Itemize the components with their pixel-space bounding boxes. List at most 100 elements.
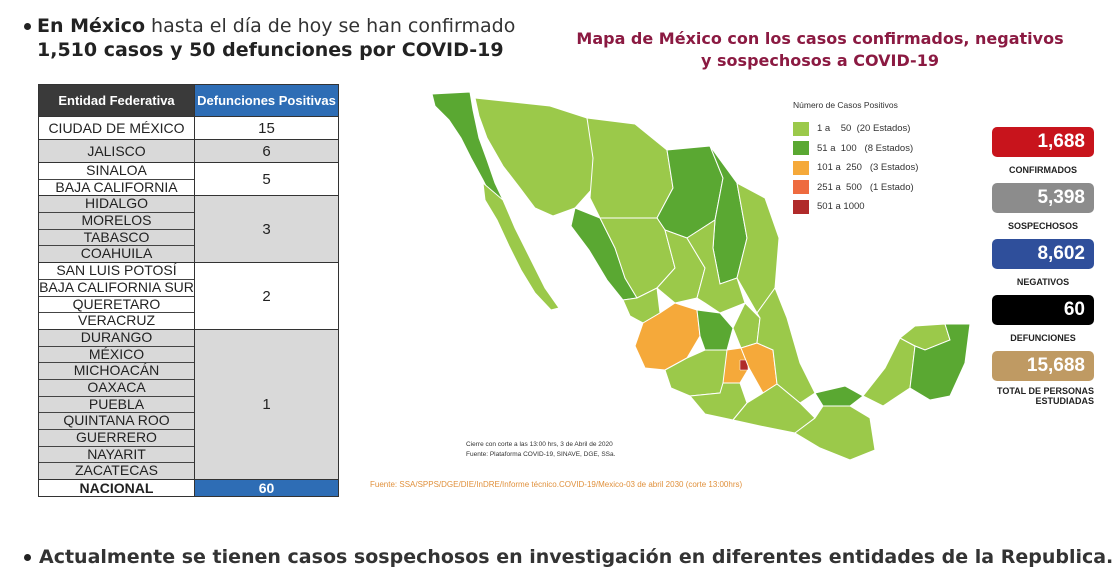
stat-card: 60 DEFUNCIONES [992, 295, 1094, 351]
stat-card: 5,398 SOSPECHOSOS [992, 183, 1094, 239]
stat-label: TOTAL DE PERSONAS ESTUDIADAS [996, 386, 1094, 406]
legend-label: 51 a 100 (8 Estados) [817, 142, 914, 154]
state-name: SAN LUIS POTOSÍ [39, 262, 194, 280]
state-name: NAYARIT [39, 446, 194, 464]
headline-bold-b: 1,510 casos y 50 defunciones por COVID-1… [37, 39, 504, 61]
stat-label: NEGATIVOS [1016, 277, 1070, 287]
state-name: QUINTANA ROO [39, 413, 194, 430]
state-name: MÉXICO [39, 346, 194, 364]
legend-item: 51 a 100 (8 Estados) [793, 139, 918, 159]
col-deaths-header: Defunciones Positivas [194, 84, 339, 117]
stats-panel: 1,688 CONFIRMADOS 5,398 SOSPECHOSOS 8,602 NEG… [992, 127, 1094, 407]
map-region-chihuahua [586, 117, 674, 227]
bullet-icon [24, 554, 31, 561]
table-row: SINALOA BAJA CALIFORNIA 5 [38, 161, 339, 197]
state-name: MICHOACÁN [39, 363, 194, 380]
state-name: COAHUILA [80, 245, 153, 262]
map-region-baja-california-sur [482, 181, 560, 311]
states-cell: SAN LUIS POTOSÍ BAJA CALIFORNIA SUR QUERET… [38, 262, 195, 330]
stat-value: 60 [992, 295, 1094, 325]
table-row: JALISCO 6 [38, 139, 339, 163]
national-label: NACIONAL [38, 479, 195, 498]
deaths-table-body: CIUDAD DE MÉXICO 15 JALISCO 6 SINALOA BAJA CA… [38, 116, 339, 498]
stat-label: CONFIRMADOS [1009, 165, 1077, 175]
stat-card: 1,688 CONFIRMADOS [992, 127, 1094, 183]
state-name: TABASCO [39, 229, 194, 247]
col-entity-header: Entidad Federativa [38, 84, 195, 117]
deaths-count: 3 [194, 195, 339, 264]
state-name: CIUDAD DE MÉXICO [48, 120, 185, 136]
map-region-jalisco [634, 302, 701, 371]
stat-card: 15,688 TOTAL DE PERSONAS ESTUDIADAS [992, 351, 1094, 407]
deaths-count: 2 [194, 262, 339, 330]
map-region-quintana-roo [909, 323, 971, 401]
state-name: BAJA CALIFORNIA SUR [39, 278, 194, 297]
map-region-mexico [722, 347, 750, 384]
table-row: CIUDAD DE MÉXICO 15 [38, 116, 339, 140]
state-name: QUERETARO [39, 296, 194, 314]
map-legend: Número de Casos Positivos 1 a 50 (20 Est… [793, 100, 918, 217]
legend-label: 1 a 50 (20 Estados) [817, 123, 911, 135]
state-name: BAJA CALIFORNIA [55, 178, 178, 195]
states-cell: JALISCO [38, 139, 195, 163]
legend-rows: 1 a 50 (20 Estados) 51 a 100 (8 Estados) 1… [793, 119, 918, 217]
table-row: HIDALGO MORELOS TABASCO COAHUILA 3 [38, 195, 339, 264]
mexico-map-svg [431, 91, 971, 461]
deaths-count: 6 [194, 139, 339, 163]
footer-text: Actualmente se tienen casos sospechosos … [39, 546, 1114, 568]
stat-label: DEFUNCIONES [1010, 333, 1076, 343]
state-name: HIDALGO [39, 196, 194, 214]
state-name: ZACATECAS [75, 462, 158, 479]
deaths-count: 1 [194, 328, 339, 481]
deaths-count: 15 [194, 116, 339, 140]
states-cell: HIDALGO MORELOS TABASCO COAHUILA [38, 195, 195, 264]
national-row: NACIONAL 60 [38, 479, 339, 498]
headline: En México hasta el día de hoy se han con… [24, 14, 544, 62]
map-region-tabasco [814, 385, 864, 407]
source-citation: Fuente: SSA/SPPS/DGE/DIE/InDRE/Informe t… [370, 480, 743, 489]
state-name: SINALOA [39, 162, 194, 180]
state-name: GUERRERO [39, 429, 194, 447]
states-cell: SINALOA BAJA CALIFORNIA [38, 161, 195, 197]
legend-label: 251 a 500 (1 Estado) [817, 181, 914, 193]
map-note-line1: Cierre con corte a las 13:00 hrs, 3 de A… [466, 441, 613, 448]
legend-item: 501 a 1000 [793, 197, 918, 217]
stat-value: 15,688 [992, 351, 1094, 381]
headline-text-a: hasta el día de hoy se han confirmado [145, 15, 516, 37]
stat-card: 8,602 NEGATIVOS [992, 239, 1094, 295]
deaths-table: Entidad Federativa Defunciones Positivas… [38, 84, 339, 498]
states-cell: DURANGO MÉXICO MICHOACÁN OAXACA PUEBLA QUINTA… [38, 328, 195, 481]
state-name: OAXACA [39, 379, 194, 397]
stat-label: SOSPECHOSOS [1007, 221, 1079, 231]
state-name: DURANGO [39, 329, 194, 347]
states-cell: CIUDAD DE MÉXICO [38, 116, 195, 140]
deaths-count: 5 [194, 161, 339, 197]
legend-swatch [793, 160, 809, 175]
state-name: MORELOS [39, 212, 194, 230]
state-name: JALISCO [87, 143, 146, 159]
map-region-chiapas [794, 405, 876, 461]
map-region-guerrero [689, 382, 748, 421]
legend-swatch [793, 180, 809, 195]
map-region-guanajuato [696, 309, 734, 351]
map-title: Mapa de México con los casos confirmados… [576, 29, 1064, 70]
state-name: PUEBLA [39, 396, 194, 414]
legend-swatch [793, 121, 809, 136]
map-note: Cierre con corte a las 13:00 hrs, 3 de A… [466, 440, 615, 460]
bullet-icon [24, 23, 31, 30]
table-row: DURANGO MÉXICO MICHOACÁN OAXACA PUEBLA QUINTA… [38, 328, 339, 481]
map-note-line2: Fuente: Plataforma COVID-19, SINAVE, DGE… [466, 451, 616, 458]
map-region-campeche [862, 337, 916, 407]
stat-value: 8,602 [992, 239, 1094, 269]
state-name: VERACRUZ [77, 312, 155, 329]
stat-value: 1,688 [992, 127, 1094, 157]
legend-item: 1 a 50 (20 Estados) [793, 119, 918, 139]
national-total: 60 [194, 479, 339, 498]
legend-swatch [793, 141, 809, 156]
footer-note: Actualmente se tienen casos sospechosos … [24, 546, 1113, 568]
legend-item: 101 a 250 (3 Estados) [793, 158, 918, 178]
legend-label: 101 a 250 (3 Estados) [817, 162, 919, 174]
table-row: SAN LUIS POTOSÍ BAJA CALIFORNIA SUR QUERET… [38, 262, 339, 330]
legend-title: Número de Casos Positivos [793, 100, 898, 110]
headline-bold-a: En México [37, 15, 145, 37]
